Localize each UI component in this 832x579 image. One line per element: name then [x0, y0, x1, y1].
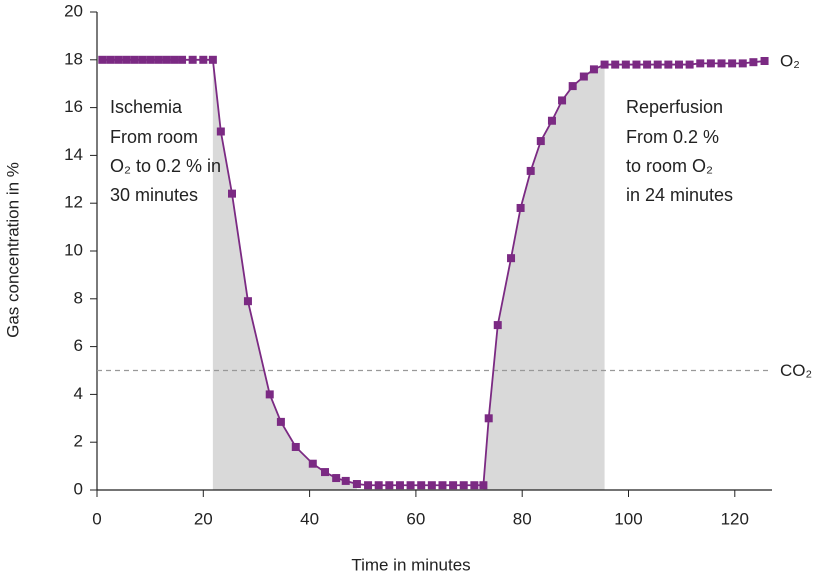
data-point	[536, 137, 545, 146]
data-point	[611, 60, 620, 69]
y-tick-label: 18	[64, 49, 83, 68]
data-point	[208, 55, 217, 64]
annotation-text: 30 minutes	[110, 185, 198, 205]
series-label: O₂	[780, 51, 800, 70]
data-point	[98, 55, 107, 64]
data-point	[438, 481, 447, 490]
shaded-area	[483, 64, 605, 490]
data-point	[589, 65, 598, 74]
y-tick-label: 8	[74, 288, 83, 307]
data-point	[178, 55, 187, 64]
annotation-text: in 24 minutes	[626, 185, 733, 205]
y-tick-label: 6	[74, 336, 83, 355]
annotation-text: O₂ to 0.2 % in	[110, 156, 221, 176]
data-point	[484, 414, 493, 423]
data-point	[228, 189, 236, 198]
data-point	[558, 96, 567, 105]
data-point	[717, 59, 726, 68]
data-point	[470, 481, 479, 490]
data-point	[291, 442, 300, 451]
y-tick-label: 10	[64, 240, 83, 259]
data-point	[114, 55, 123, 64]
data-point	[243, 297, 252, 306]
y-tick-label: 4	[74, 384, 83, 403]
data-point	[276, 417, 285, 426]
data-point	[395, 481, 404, 490]
data-point	[449, 481, 458, 490]
data-point	[738, 59, 747, 68]
reference-label: CO₂	[780, 361, 812, 380]
annotation-text: From room	[110, 127, 198, 147]
data-point	[728, 59, 737, 68]
data-point	[321, 468, 330, 477]
data-point	[122, 55, 131, 64]
data-point	[427, 481, 436, 490]
data-point	[516, 203, 525, 212]
shaded-area	[212, 59, 357, 491]
x-tick-label: 40	[300, 509, 319, 528]
data-point	[308, 459, 317, 468]
x-tick-label: 60	[406, 509, 425, 528]
annotation-text: to room O₂	[626, 156, 713, 176]
data-point	[547, 116, 556, 125]
data-point	[653, 60, 662, 69]
data-point	[417, 481, 426, 490]
data-point	[664, 60, 673, 69]
series-line	[102, 58, 765, 487]
x-tick-label: 120	[721, 509, 749, 528]
y-tick-label: 0	[74, 479, 83, 498]
data-point	[332, 474, 341, 483]
data-point	[632, 60, 641, 69]
data-point	[696, 59, 705, 68]
data-point	[385, 481, 394, 490]
data-point	[130, 55, 139, 64]
data-point	[760, 56, 769, 65]
data-point	[579, 72, 588, 81]
x-tick-label: 0	[92, 509, 101, 528]
data-point	[154, 55, 163, 64]
data-point	[685, 60, 694, 69]
data-point	[170, 55, 179, 64]
x-axis-label: Time in minutes	[351, 555, 470, 574]
data-point	[216, 127, 225, 136]
data-point	[674, 60, 683, 69]
y-tick-label: 12	[64, 193, 83, 212]
data-point	[374, 481, 383, 490]
data-point	[406, 481, 415, 490]
data-point	[749, 58, 758, 67]
annotation-title: Ischemia	[110, 97, 183, 117]
data-point	[341, 476, 350, 485]
data-point	[706, 59, 715, 68]
data-point	[146, 55, 155, 64]
data-point	[188, 55, 197, 64]
annotation-title: Reperfusion	[626, 97, 723, 117]
x-tick-label: 80	[513, 509, 532, 528]
data-point	[526, 166, 535, 175]
data-point	[493, 321, 502, 330]
data-point	[265, 390, 274, 399]
y-tick-label: 14	[64, 145, 83, 164]
data-point	[459, 481, 468, 490]
y-tick-label: 2	[74, 432, 83, 451]
y-tick-label: 16	[64, 97, 83, 116]
y-axis-label: Gas concentration in %	[3, 162, 22, 338]
data-point	[138, 55, 147, 64]
data-point	[106, 55, 115, 64]
data-point	[199, 55, 208, 64]
data-point	[568, 82, 577, 91]
data-point	[600, 60, 609, 69]
data-point	[621, 60, 630, 69]
data-point	[162, 55, 171, 64]
y-tick-label: 20	[64, 1, 83, 20]
data-point	[643, 60, 652, 69]
annotation-text: From 0.2 %	[626, 127, 719, 147]
x-tick-label: 20	[194, 509, 213, 528]
data-point	[352, 480, 361, 489]
data-point	[364, 481, 373, 490]
data-point	[479, 481, 488, 490]
x-tick-label: 100	[614, 509, 642, 528]
data-point	[507, 254, 516, 263]
